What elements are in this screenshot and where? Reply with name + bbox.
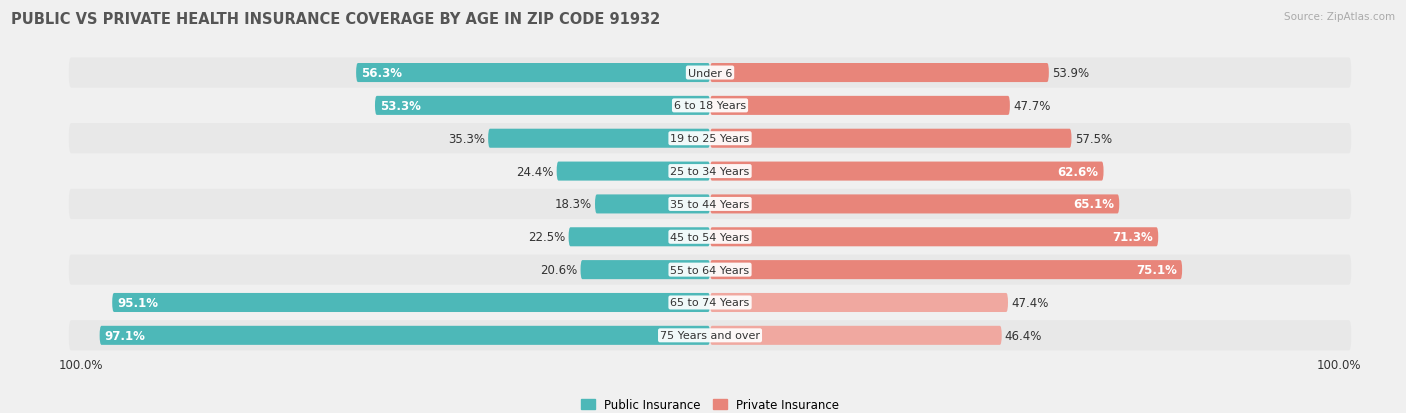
FancyBboxPatch shape	[100, 326, 710, 345]
Text: 65 to 74 Years: 65 to 74 Years	[671, 298, 749, 308]
FancyBboxPatch shape	[488, 129, 710, 148]
FancyBboxPatch shape	[710, 293, 1008, 312]
Text: 25 to 34 Years: 25 to 34 Years	[671, 167, 749, 177]
Text: 19 to 25 Years: 19 to 25 Years	[671, 134, 749, 144]
Text: 55 to 64 Years: 55 to 64 Years	[671, 265, 749, 275]
FancyBboxPatch shape	[375, 97, 710, 116]
Text: 20.6%: 20.6%	[540, 263, 578, 276]
FancyBboxPatch shape	[69, 189, 1351, 219]
Text: 75 Years and over: 75 Years and over	[659, 330, 761, 340]
FancyBboxPatch shape	[356, 64, 710, 83]
Text: 22.5%: 22.5%	[529, 231, 565, 244]
FancyBboxPatch shape	[69, 157, 1351, 187]
Text: 18.3%: 18.3%	[555, 198, 592, 211]
FancyBboxPatch shape	[710, 326, 1001, 345]
Text: Under 6: Under 6	[688, 69, 733, 78]
FancyBboxPatch shape	[568, 228, 710, 247]
Text: PUBLIC VS PRIVATE HEALTH INSURANCE COVERAGE BY AGE IN ZIP CODE 91932: PUBLIC VS PRIVATE HEALTH INSURANCE COVER…	[11, 12, 661, 27]
FancyBboxPatch shape	[69, 91, 1351, 121]
Text: Source: ZipAtlas.com: Source: ZipAtlas.com	[1284, 12, 1395, 22]
Text: 75.1%: 75.1%	[1136, 263, 1177, 276]
Text: 71.3%: 71.3%	[1112, 231, 1153, 244]
FancyBboxPatch shape	[557, 162, 710, 181]
Text: 97.1%: 97.1%	[104, 329, 145, 342]
Text: 95.1%: 95.1%	[117, 296, 159, 309]
FancyBboxPatch shape	[581, 261, 710, 280]
FancyBboxPatch shape	[710, 162, 1104, 181]
Legend: Public Insurance, Private Insurance: Public Insurance, Private Insurance	[576, 393, 844, 413]
FancyBboxPatch shape	[69, 124, 1351, 154]
Text: 35 to 44 Years: 35 to 44 Years	[671, 199, 749, 209]
FancyBboxPatch shape	[69, 222, 1351, 252]
Text: 6 to 18 Years: 6 to 18 Years	[673, 101, 747, 111]
FancyBboxPatch shape	[710, 195, 1119, 214]
FancyBboxPatch shape	[710, 97, 1010, 116]
FancyBboxPatch shape	[710, 129, 1071, 148]
Text: 57.5%: 57.5%	[1074, 133, 1112, 145]
FancyBboxPatch shape	[69, 288, 1351, 318]
Text: 53.9%: 53.9%	[1052, 67, 1090, 80]
Text: 35.3%: 35.3%	[449, 133, 485, 145]
FancyBboxPatch shape	[69, 255, 1351, 285]
Text: 62.6%: 62.6%	[1057, 165, 1098, 178]
FancyBboxPatch shape	[112, 293, 710, 312]
Text: 65.1%: 65.1%	[1073, 198, 1114, 211]
FancyBboxPatch shape	[710, 261, 1182, 280]
FancyBboxPatch shape	[69, 320, 1351, 351]
FancyBboxPatch shape	[710, 64, 1049, 83]
Text: 56.3%: 56.3%	[361, 67, 402, 80]
Text: 53.3%: 53.3%	[380, 100, 420, 113]
FancyBboxPatch shape	[710, 228, 1159, 247]
FancyBboxPatch shape	[69, 58, 1351, 88]
Text: 45 to 54 Years: 45 to 54 Years	[671, 232, 749, 242]
FancyBboxPatch shape	[595, 195, 710, 214]
Text: 47.7%: 47.7%	[1014, 100, 1050, 113]
Text: 47.4%: 47.4%	[1011, 296, 1049, 309]
Text: 46.4%: 46.4%	[1005, 329, 1042, 342]
Text: 24.4%: 24.4%	[516, 165, 554, 178]
